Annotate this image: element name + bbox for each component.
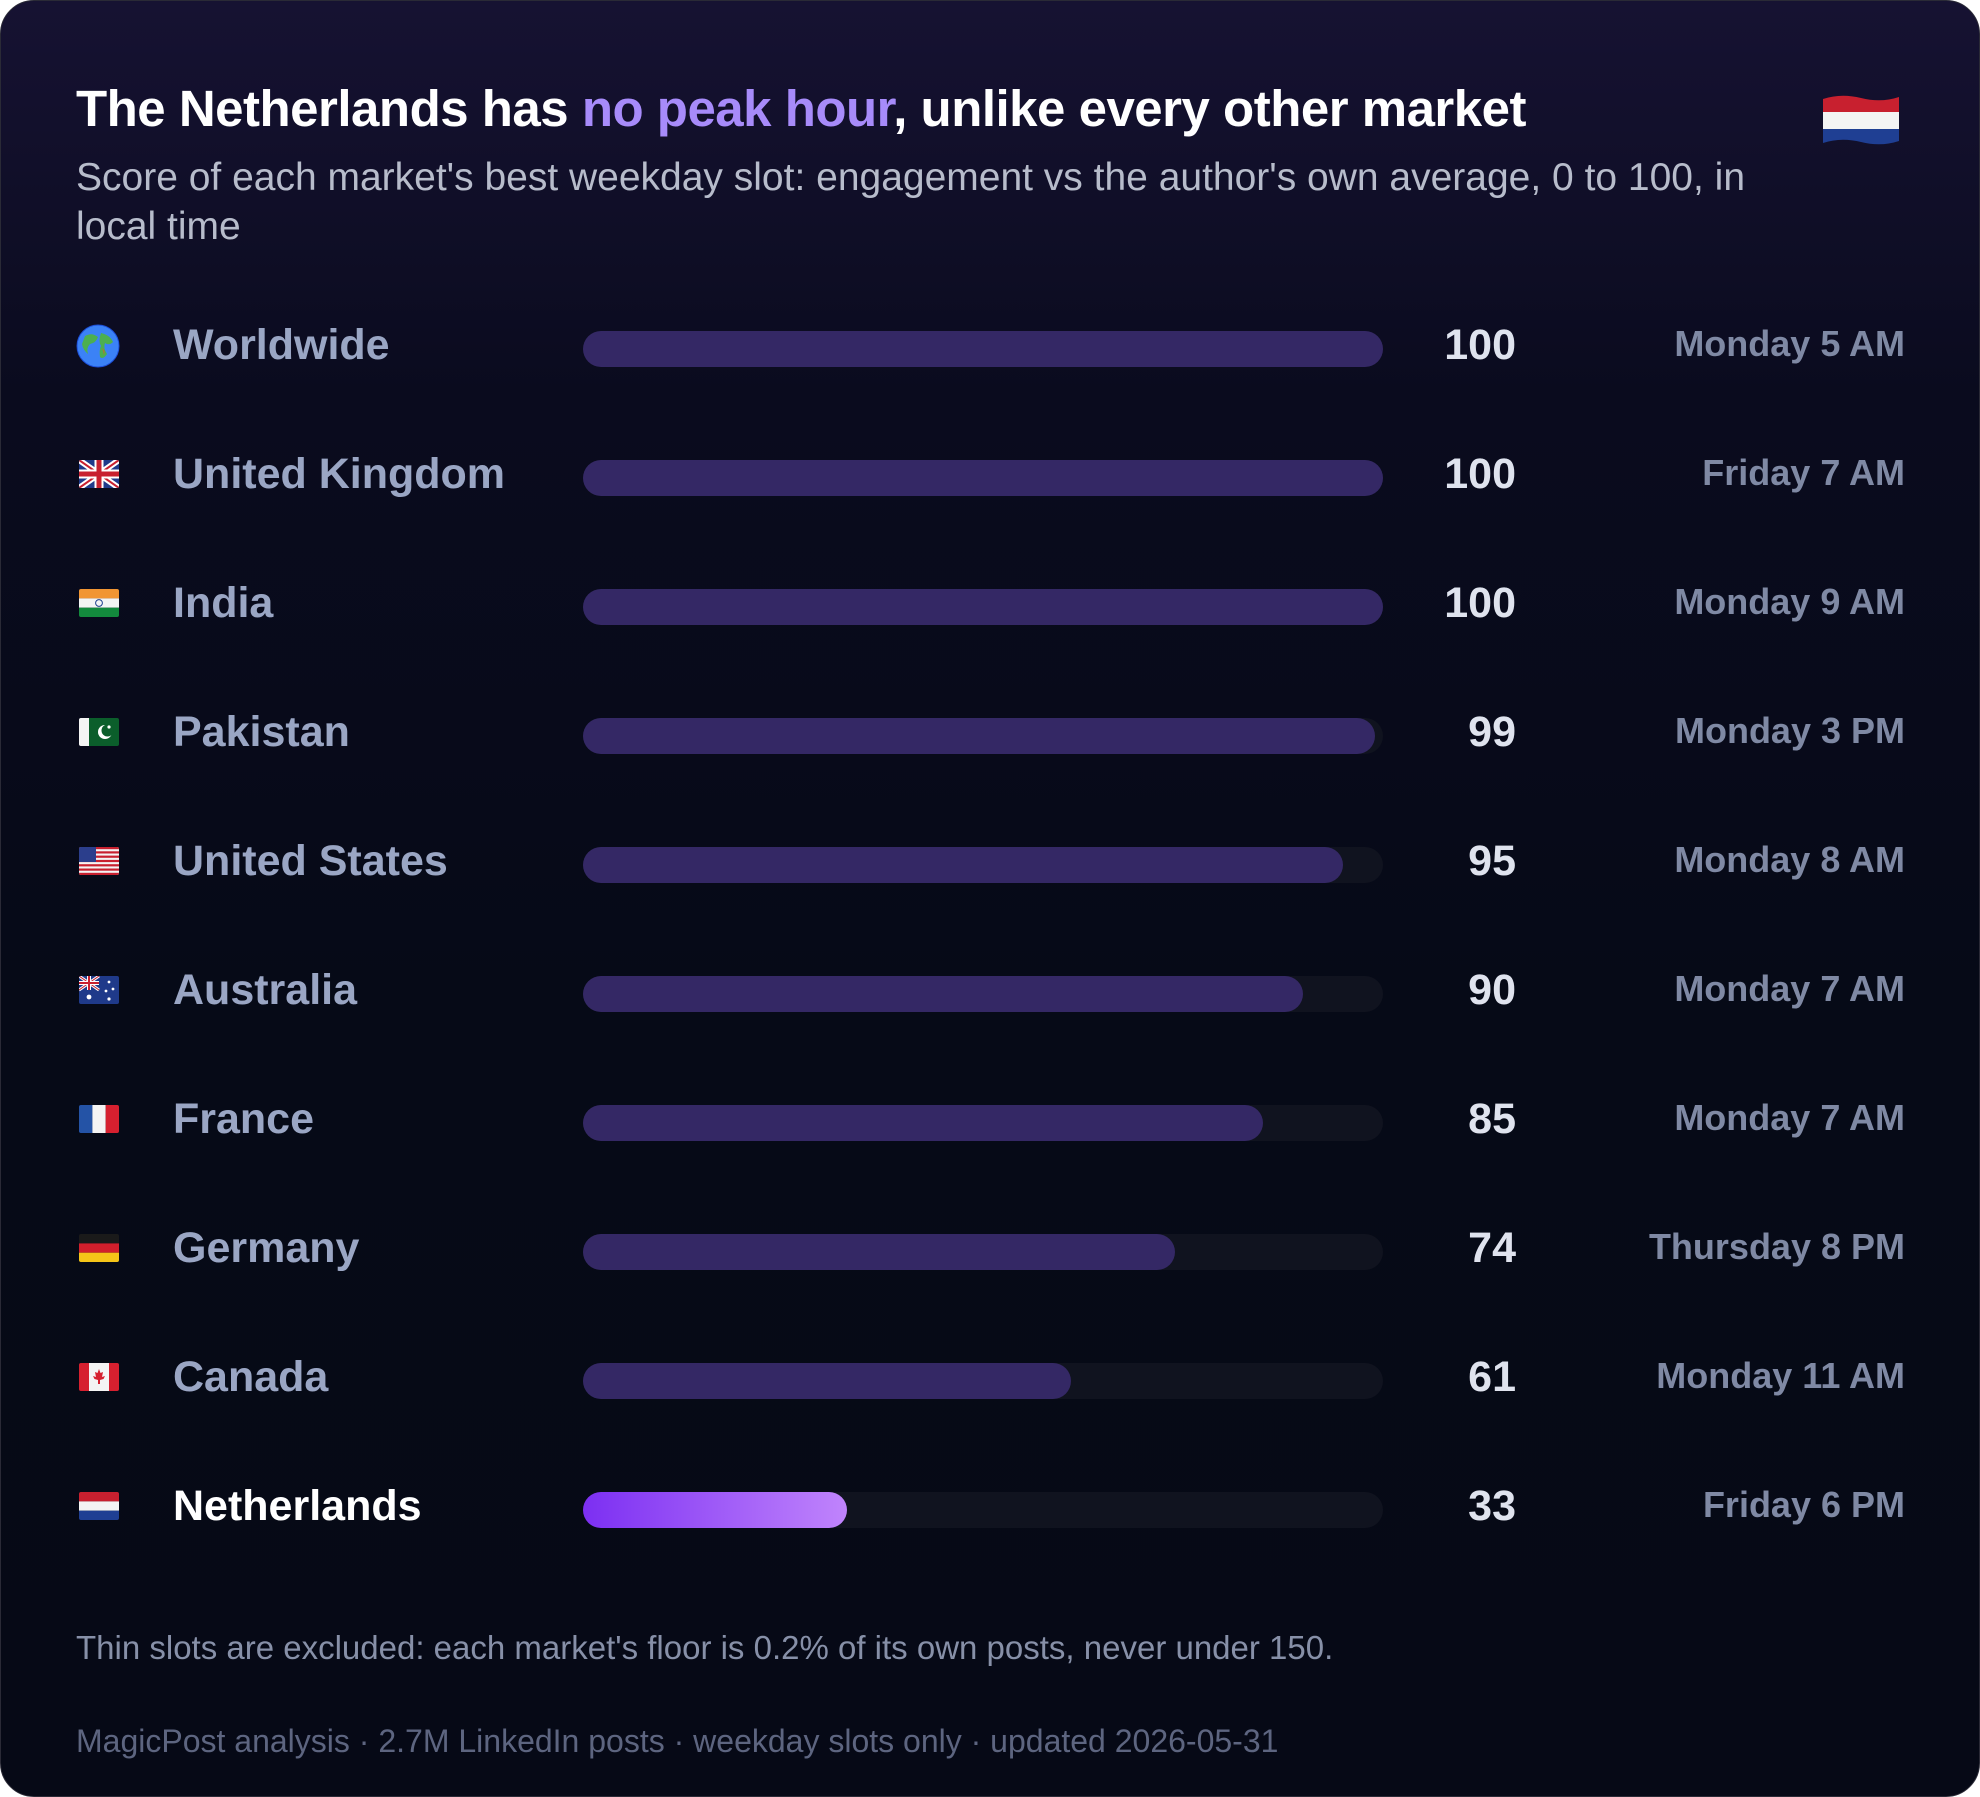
score-label: 100: [1444, 450, 1516, 498]
bar-row: Worldwide 100 Monday 5 AM: [1, 309, 1979, 389]
germany-flag-icon: [79, 1234, 119, 1262]
score-label: 61: [1468, 1353, 1516, 1401]
bar-track: [583, 1105, 1383, 1141]
bar: [583, 460, 1383, 496]
best-slot-label: Friday 7 AM: [1702, 452, 1905, 493]
bar-track: [583, 331, 1383, 367]
netherlands-flag-icon: [79, 1492, 119, 1520]
country-label: United Kingdom: [173, 450, 506, 498]
uk-flag-icon: [79, 460, 119, 488]
bar-row: Netherlands 33 Friday 6 PM: [1, 1470, 1979, 1550]
netherlands-flag-icon: [1823, 95, 1899, 145]
pakistan-flag-icon: [79, 718, 119, 746]
score-label: 100: [1444, 579, 1516, 627]
score-label: 100: [1444, 321, 1516, 369]
best-slot-label: Monday 9 AM: [1674, 581, 1905, 622]
score-label: 90: [1468, 966, 1516, 1014]
bar: [583, 718, 1375, 754]
source-line: MagicPost analysis · 2.7M LinkedIn posts…: [76, 1723, 1279, 1759]
bar-track: [583, 1492, 1383, 1528]
chart-subtitle: Score of each market's best weekday slot…: [76, 156, 1746, 248]
best-slot-label: Monday 8 AM: [1674, 839, 1905, 880]
us-flag-icon: [79, 847, 119, 875]
country-label: United States: [173, 837, 448, 885]
bar: [583, 847, 1343, 883]
title-highlight: no peak hour: [581, 80, 894, 137]
score-label: 95: [1468, 837, 1516, 885]
score-label: 85: [1468, 1095, 1516, 1143]
bar-track: [583, 847, 1383, 883]
bar: [583, 1234, 1175, 1270]
bar-track: [583, 976, 1383, 1012]
globe-icon: [76, 324, 120, 368]
title-part-1: The Netherlands has: [76, 80, 582, 137]
title-part-2: , unlike every other market: [893, 80, 1526, 137]
bar-row: Australia 90 Monday 7 AM: [1, 954, 1979, 1034]
bar-row: France 85 Monday 7 AM: [1, 1083, 1979, 1163]
bar-row: Germany 74 Thursday 8 PM: [1, 1212, 1979, 1292]
country-label: Netherlands: [173, 1482, 422, 1530]
bar-track: [583, 1363, 1383, 1399]
bar: [583, 976, 1303, 1012]
chart-title: The Netherlands has no peak hour, unlike…: [76, 79, 1526, 138]
bar-track: [583, 718, 1383, 754]
best-slot-label: Monday 11 AM: [1656, 1355, 1905, 1396]
bar-track: [583, 589, 1383, 625]
bar-row: India 100 Monday 9 AM: [1, 567, 1979, 647]
best-slot-label: Thursday 8 PM: [1648, 1226, 1905, 1267]
footnote: Thin slots are excluded: each market's f…: [76, 1629, 1334, 1666]
bar-row: Pakistan 99 Monday 3 PM: [1, 696, 1979, 776]
best-slot-label: Monday 7 AM: [1674, 968, 1905, 1009]
bar: [583, 1363, 1071, 1399]
country-label: India: [173, 579, 274, 627]
best-slot-label: Friday 6 PM: [1702, 1484, 1905, 1525]
score-label: 33: [1468, 1482, 1516, 1530]
bar: [583, 1492, 847, 1528]
country-label: France: [173, 1095, 315, 1143]
bar: [583, 331, 1383, 367]
bar-row: Canada 61 Monday 11 AM: [1, 1341, 1979, 1421]
country-label: Pakistan: [173, 708, 350, 756]
canada-flag-icon: [79, 1363, 119, 1391]
bar: [583, 1105, 1263, 1141]
best-slot-label: Monday 3 PM: [1674, 710, 1905, 751]
bar: [583, 589, 1383, 625]
country-label: Worldwide: [173, 321, 390, 369]
france-flag-icon: [79, 1105, 119, 1133]
score-label: 99: [1468, 708, 1516, 756]
country-label: Germany: [173, 1224, 360, 1272]
score-label: 74: [1468, 1224, 1516, 1272]
india-flag-icon: [79, 589, 119, 617]
bar-row: United Kingdom 100 Friday 7 AM: [1, 438, 1979, 518]
best-slot-label: Monday 5 AM: [1674, 323, 1905, 364]
country-label: Canada: [173, 1353, 329, 1401]
bar-row: United States 95 Monday 8 AM: [1, 825, 1979, 905]
country-label: Australia: [173, 966, 358, 1014]
best-slot-label: Monday 7 AM: [1674, 1097, 1905, 1138]
bar-track: [583, 460, 1383, 496]
bar-track: [583, 1234, 1383, 1270]
australia-flag-icon: [79, 976, 119, 1004]
